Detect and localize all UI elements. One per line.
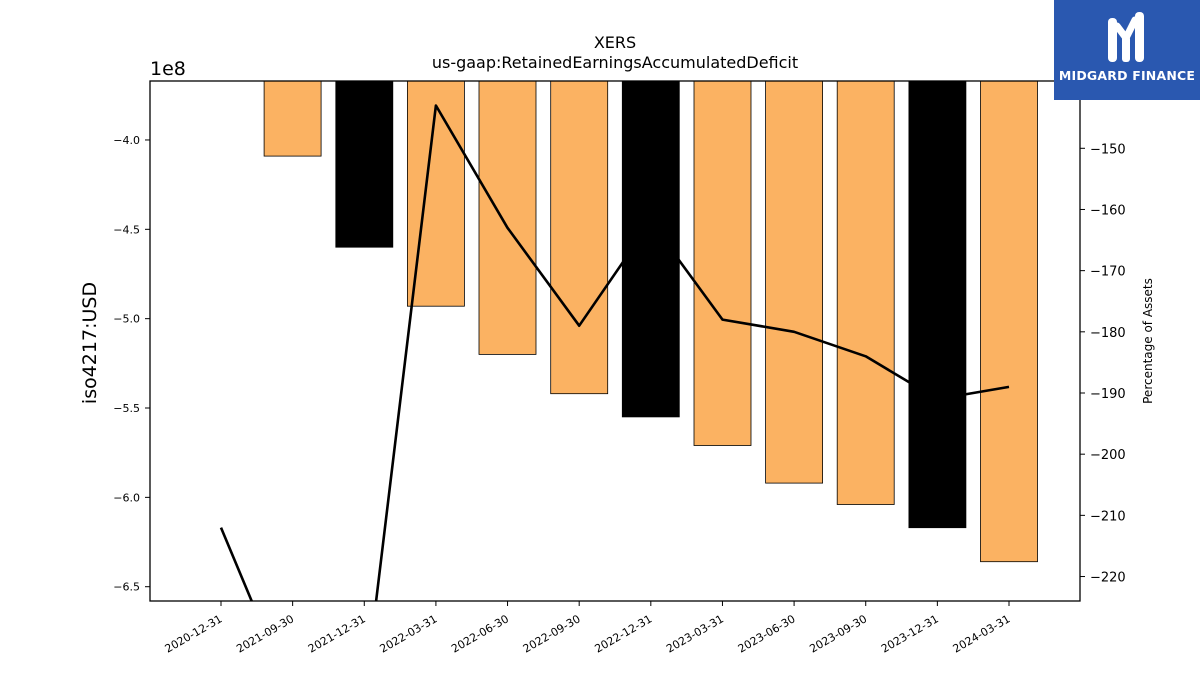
line-layer — [219, 104, 1010, 601]
bar-2024-03-31 — [980, 80, 1038, 563]
y2-tick-label: −150 — [1090, 142, 1126, 157]
y-tick-label: −6.0 — [113, 491, 140, 504]
y2-tick-label: −160 — [1090, 203, 1126, 218]
bar-2023-09-30 — [836, 80, 895, 505]
y2-tick-label: −220 — [1090, 571, 1126, 586]
y-offset-label: 1e8 — [150, 58, 186, 80]
x-tick-label: 2023-09-30 — [807, 612, 869, 655]
x-tick-label: 2022-03-31 — [378, 612, 440, 655]
y-axis-label: iso4217:USD — [79, 282, 101, 404]
logo-text: MIDGARD FINANCE — [1058, 68, 1196, 83]
bar-2021-09-30 — [263, 80, 322, 157]
left-axis: −4.0 −4.5 −5.0 −5.5 −6.0 −6.5 — [113, 134, 150, 594]
y2-tick-label: −180 — [1090, 326, 1126, 341]
y-tick-label: −5.5 — [113, 402, 140, 415]
pct-assets-line — [219, 104, 1010, 601]
bar-2022-06-30 — [478, 80, 537, 355]
right-axis: −150 −160 −170 −180 −190 −200 −210 −220 — [1080, 142, 1126, 586]
x-tick-label: 2021-09-30 — [234, 612, 296, 655]
y2-axis-label: Percentage of Assets — [1141, 278, 1155, 404]
y-tick-label: −4.0 — [113, 134, 140, 147]
x-tick-label: 2022-12-31 — [592, 612, 654, 655]
chart-title: XERS — [594, 33, 636, 52]
x-tick-label: 2024-03-31 — [951, 612, 1013, 655]
chart-subtitle: us-gaap:RetainedEarningsAccumulatedDefic… — [432, 53, 798, 72]
bar-2023-06-30 — [765, 80, 823, 484]
x-tick-label: 2021-12-31 — [306, 612, 368, 655]
x-tick-label: 2023-03-31 — [664, 612, 726, 655]
x-tick-label: 2022-09-30 — [521, 612, 583, 655]
bar-2023-12-31 — [908, 80, 967, 529]
y-tick-label: −6.5 — [113, 581, 140, 594]
x-tick-label: 2023-06-30 — [736, 612, 798, 655]
bar-2023-03-31 — [693, 80, 752, 446]
bars-layer — [263, 80, 1038, 563]
bar-2022-09-30 — [550, 80, 609, 395]
logo-mark-icon — [1108, 12, 1144, 62]
y2-tick-label: −200 — [1090, 448, 1126, 463]
y-tick-label: −5.0 — [113, 313, 140, 326]
brand-logo: MIDGARD FINANCE — [1054, 0, 1200, 100]
y2-tick-label: −190 — [1090, 387, 1126, 402]
x-tick-label: 2022-06-30 — [449, 612, 511, 655]
y-tick-label: −4.5 — [113, 223, 140, 236]
bar-2021-12-31 — [335, 80, 394, 248]
x-tick-label: 2023-12-31 — [879, 612, 941, 655]
plot-frame — [149, 80, 1081, 602]
x-tick-label: 2020-12-31 — [163, 612, 225, 655]
y2-tick-label: −170 — [1090, 265, 1126, 280]
x-axis: 2020-12-31 2021-09-30 2021-12-31 2022-03-31… — [163, 601, 1013, 656]
y2-tick-label: −210 — [1090, 509, 1126, 524]
